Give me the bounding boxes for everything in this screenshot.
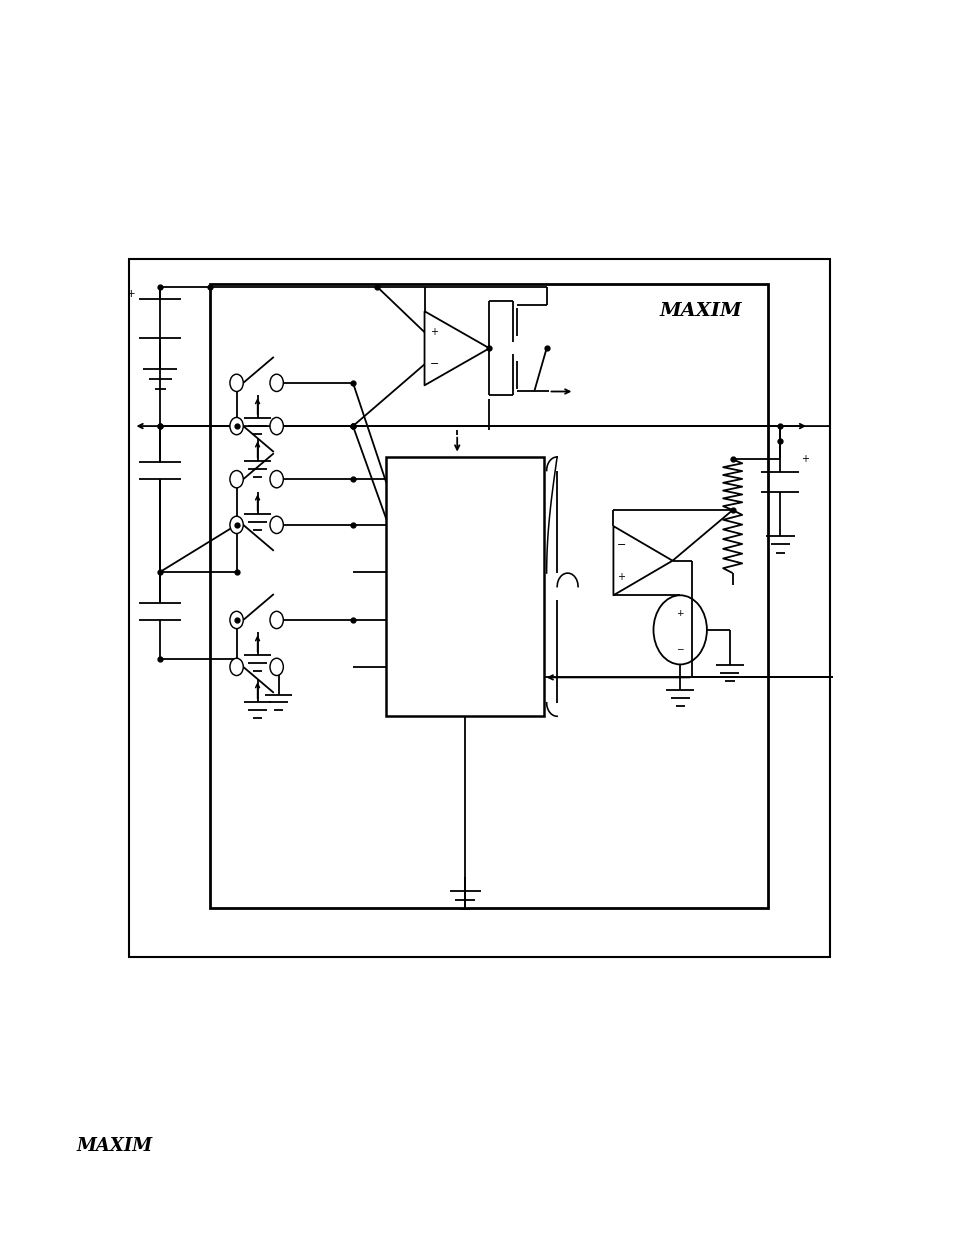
Text: +: + <box>801 454 808 464</box>
Circle shape <box>230 417 243 435</box>
Text: +: + <box>617 572 624 582</box>
Bar <box>129 259 829 957</box>
Text: MAXIM: MAXIM <box>76 1137 152 1155</box>
Circle shape <box>230 516 243 534</box>
Circle shape <box>230 471 243 488</box>
Bar <box>386 457 543 716</box>
Text: +: + <box>676 609 683 619</box>
Circle shape <box>270 658 283 676</box>
Text: −: − <box>429 359 438 369</box>
Text: +: + <box>127 289 136 299</box>
Text: −: − <box>676 643 683 653</box>
Text: MAXIM: MAXIM <box>659 303 741 320</box>
Circle shape <box>270 471 283 488</box>
Circle shape <box>270 374 283 391</box>
Circle shape <box>270 516 283 534</box>
Circle shape <box>230 658 243 676</box>
Circle shape <box>230 611 243 629</box>
Text: +: + <box>430 327 437 337</box>
Bar <box>210 284 767 908</box>
Circle shape <box>270 611 283 629</box>
Circle shape <box>230 374 243 391</box>
Text: −: − <box>616 540 625 550</box>
Circle shape <box>270 417 283 435</box>
